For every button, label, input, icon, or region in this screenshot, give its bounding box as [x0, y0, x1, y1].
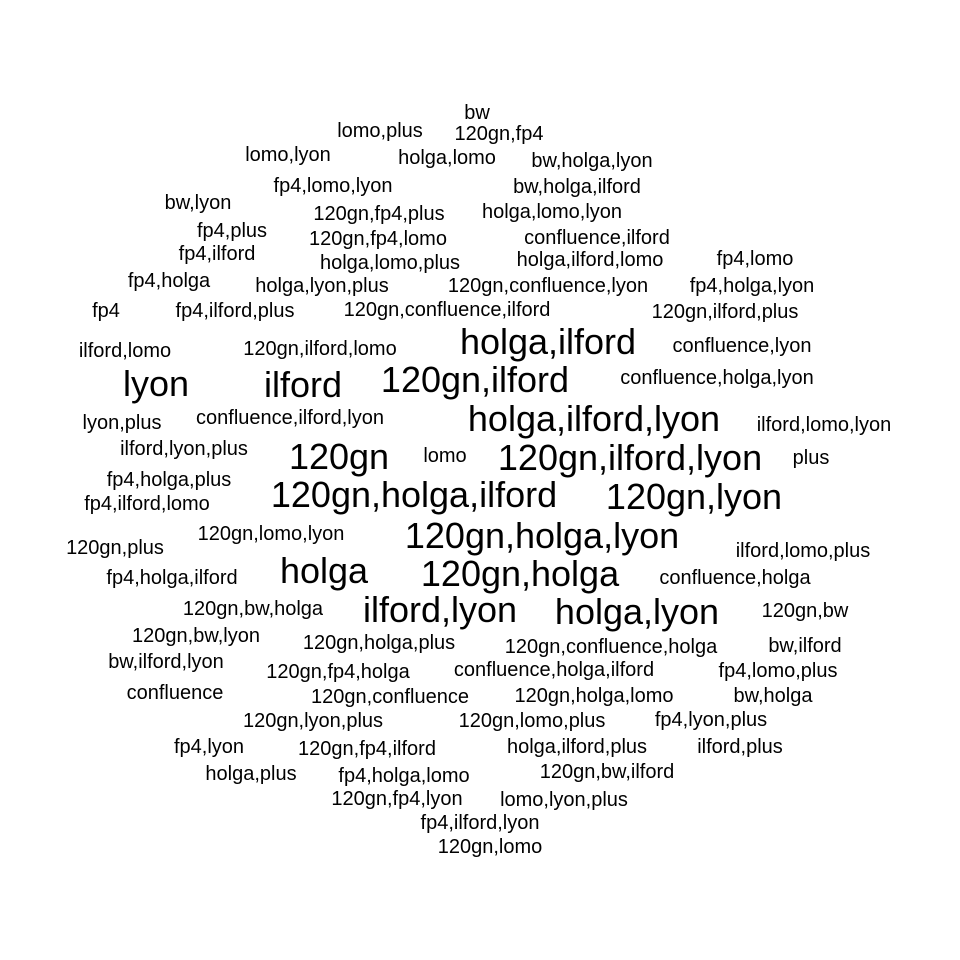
word-fp4-plus: fp4,plus	[196, 220, 268, 242]
word-ilford-lomo: ilford,lomo	[78, 340, 172, 362]
word-fp4-ilford-plus: fp4,ilford,plus	[175, 300, 295, 322]
word-ilford-plus: ilford,plus	[697, 736, 783, 758]
word-120gn-fp4-plus: 120gn,fp4,plus	[313, 203, 445, 225]
word-bw-lyon: bw,lyon	[164, 192, 232, 214]
word-holga-lomo-plus: holga,lomo,plus	[319, 252, 461, 274]
word-confluence-holga-ilford: confluence,holga,ilford	[453, 659, 655, 681]
word-ilford-lomo-lyon: ilford,lomo,lyon	[756, 414, 892, 436]
word-confluence-holga: confluence,holga	[659, 567, 811, 589]
word-confluence-ilford-lyon: confluence,ilford,lyon	[196, 407, 384, 429]
word-holga-lyon: holga,lyon	[554, 591, 720, 632]
word-120gn-ilford: 120gn,ilford	[380, 359, 570, 400]
word-bw-ilford-lyon: bw,ilford,lyon	[108, 651, 224, 673]
word-holga-plus: holga,plus	[205, 763, 297, 785]
word-fp4-holga-lyon: fp4,holga,lyon	[689, 275, 815, 297]
word-fp4-lyon-plus: fp4,lyon,plus	[654, 709, 768, 731]
word-ilford: ilford	[263, 364, 343, 405]
word-lomo-lyon-plus: lomo,lyon,plus	[500, 789, 628, 811]
word-bw-ilford: bw,ilford	[768, 635, 842, 657]
word-120gn-lyon: 120gn,lyon	[605, 476, 783, 517]
word-fp4-holga: fp4,holga	[127, 270, 211, 292]
word-confluence-lyon: confluence,lyon	[672, 335, 812, 357]
word-bw-holga-ilford: bw,holga,ilford	[513, 176, 641, 198]
word-120gn-fp4-lyon: 120gn,fp4,lyon	[331, 788, 463, 810]
word-120gn-lomo: 120gn,lomo	[437, 836, 543, 858]
word-holga-ilford-lomo: holga,ilford,lomo	[516, 249, 664, 271]
word-120gn-holga-ilford: 120gn,holga,ilford	[270, 474, 558, 515]
word-lomo: lomo	[423, 445, 467, 467]
word-120gn-ilford-lyon: 120gn,ilford,lyon	[497, 437, 763, 478]
word-holga: holga	[279, 550, 369, 591]
word-120gn-confluence-holga: 120gn,confluence,holga	[504, 636, 718, 658]
word-120gn-holga-lomo: 120gn,holga,lomo	[514, 685, 674, 707]
word-holga-lomo-lyon: holga,lomo,lyon	[481, 201, 623, 223]
word-120gn-confluence: 120gn,confluence	[311, 686, 469, 708]
word-lomo-lyon: lomo,lyon	[245, 144, 331, 166]
word-ilford-lomo-plus: ilford,lomo,plus	[735, 540, 871, 562]
word-120gn-lomo-plus: 120gn,lomo,plus	[458, 710, 606, 732]
word-120gn-holga: 120gn,holga	[420, 553, 620, 594]
word-120gn-bw-holga: 120gn,bw,holga	[182, 598, 324, 620]
word-fp4-ilford-lyon: fp4,ilford,lyon	[420, 812, 540, 834]
word-120gn-ilford-plus: 120gn,ilford,plus	[651, 301, 799, 323]
word-120gn-ilford-lomo: 120gn,ilford,lomo	[243, 338, 397, 360]
word-120gn: 120gn	[288, 436, 390, 477]
word-confluence-holga-lyon: confluence,holga,lyon	[620, 367, 814, 389]
word-120gn-bw-ilford: 120gn,bw,ilford	[539, 761, 675, 783]
word-120gn-confluence-lyon: 120gn,confluence,lyon	[447, 275, 649, 297]
word-fp4: fp4	[92, 300, 120, 322]
word-holga-ilford: holga,ilford	[459, 321, 637, 362]
word-ilford-lyon: ilford,lyon	[362, 589, 518, 630]
word-lomo-plus: lomo,plus	[337, 120, 423, 142]
word-bw: bw	[464, 102, 490, 124]
word-holga-lomo: holga,lomo	[398, 147, 496, 169]
word-holga-lyon-plus: holga,lyon,plus	[255, 275, 389, 297]
word-120gn-confluence-ilford: 120gn,confluence,ilford	[343, 299, 551, 321]
word-120gn-fp4: 120gn,fp4	[454, 123, 544, 145]
word-fp4-holga-plus: fp4,holga,plus	[106, 469, 232, 491]
word-bw-holga: bw,holga	[733, 685, 813, 707]
word-bw-holga-lyon: bw,holga,lyon	[531, 150, 653, 172]
word-120gn-fp4-lomo: 120gn,fp4,lomo	[309, 228, 447, 250]
word-confluence-ilford: confluence,ilford	[524, 227, 670, 249]
word-120gn-bw: 120gn,bw	[761, 600, 849, 622]
word-lyon: lyon	[122, 363, 190, 404]
word-holga-ilford-lyon: holga,ilford,lyon	[467, 398, 721, 439]
word-120gn-fp4-ilford: 120gn,fp4,ilford	[298, 738, 436, 760]
word-120gn-fp4-holga: 120gn,fp4,holga	[266, 661, 410, 683]
word-ilford-lyon-plus: ilford,lyon,plus	[120, 438, 248, 460]
word-confluence: confluence	[126, 682, 224, 704]
word-120gn-holga-plus: 120gn,holga,plus	[302, 632, 456, 654]
word-fp4-holga-lomo: fp4,holga,lomo	[338, 765, 470, 787]
word-fp4-lomo-plus: fp4,lomo,plus	[718, 660, 838, 682]
word-fp4-lomo: fp4,lomo	[716, 248, 794, 270]
word-fp4-ilford: fp4,ilford	[178, 243, 256, 265]
word-120gn-bw-lyon: 120gn,bw,lyon	[132, 625, 260, 647]
word-fp4-holga-ilford: fp4,holga,ilford	[106, 567, 238, 589]
word-120gn-lyon-plus: 120gn,lyon,plus	[242, 710, 384, 732]
word-120gn-lomo-lyon: 120gn,lomo,lyon	[197, 523, 345, 545]
word-lyon-plus: lyon,plus	[82, 412, 162, 434]
word-fp4-lomo-lyon: fp4,lomo,lyon	[273, 175, 393, 197]
word-120gn-holga-lyon: 120gn,holga,lyon	[404, 515, 680, 556]
word-120gn-plus: 120gn,plus	[66, 537, 164, 559]
word-holga-ilford-plus: holga,ilford,plus	[506, 736, 648, 758]
word-plus: plus	[792, 447, 830, 469]
word-fp4-ilford-lomo: fp4,ilford,lomo	[84, 493, 210, 515]
word-fp4-lyon: fp4,lyon	[173, 736, 245, 758]
